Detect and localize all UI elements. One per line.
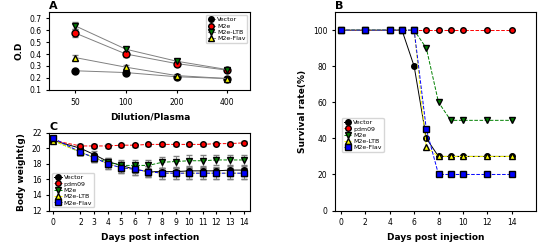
Legend: Vector, pdm09, M2e, M2e-LTB, M2e-Flav: Vector, pdm09, M2e, M2e-LTB, M2e-Flav bbox=[53, 173, 94, 207]
Text: C: C bbox=[49, 122, 57, 132]
Text: A: A bbox=[49, 1, 58, 11]
Legend: Vector, pdm09, M2e, M2e-LTB, M2e-Flav: Vector, pdm09, M2e, M2e-LTB, M2e-Flav bbox=[342, 118, 383, 152]
Legend: Vector, M2e, M2e-LTB, M2e-Flav: Vector, M2e, M2e-LTB, M2e-Flav bbox=[206, 15, 247, 43]
X-axis label: Days post infection: Days post infection bbox=[101, 233, 199, 242]
X-axis label: Days post injection: Days post injection bbox=[387, 233, 484, 242]
Text: B: B bbox=[335, 1, 344, 11]
Y-axis label: Body weight(g): Body weight(g) bbox=[18, 133, 26, 211]
Y-axis label: O.D: O.D bbox=[15, 42, 24, 60]
X-axis label: Dilution/Plasma: Dilution/Plasma bbox=[109, 112, 190, 121]
Y-axis label: Survival rate(%): Survival rate(%) bbox=[298, 70, 307, 153]
